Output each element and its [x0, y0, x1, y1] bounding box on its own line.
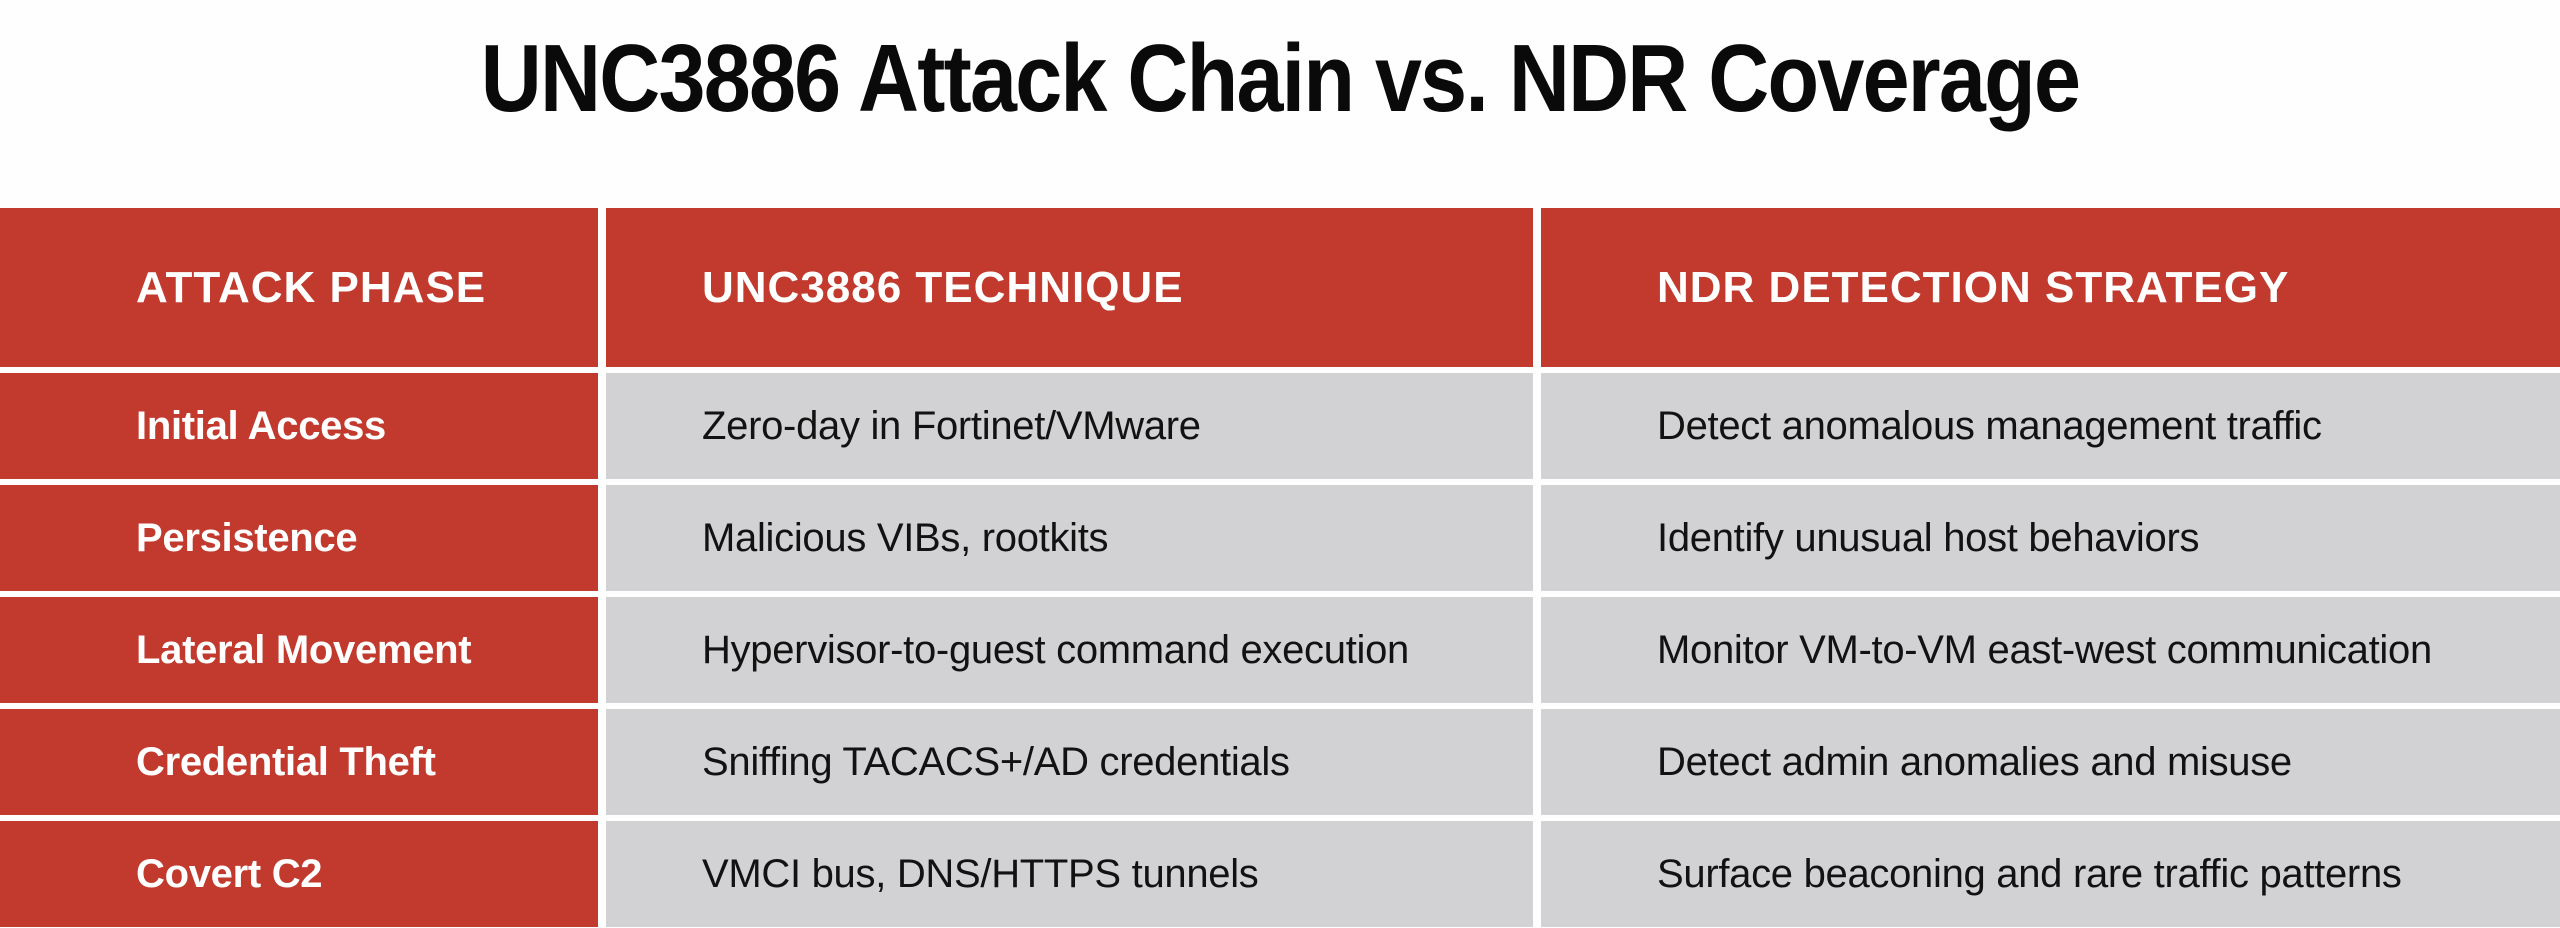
- row-credential-theft-phase-cell: Credential Theft: [0, 709, 598, 815]
- row-covert-c2-phase-cell: Covert C2: [0, 821, 598, 927]
- page-title: UNC3886 Attack Chain vs. NDR Coverage: [480, 25, 2081, 132]
- row-lateral-movement-detection-cell: Monitor VM-to-VM east-west communication: [1541, 597, 2560, 703]
- column-header-ndr-detection-strategy: NDR DETECTION STRATEGY: [1541, 208, 2560, 367]
- row-credential-theft-detection-cell: Detect admin anomalies and misuse: [1541, 709, 2560, 815]
- row-persistence-phase-cell: Persistence: [0, 485, 598, 591]
- row-covert-c2-technique-cell: VMCI bus, DNS/HTTPS tunnels: [606, 821, 1533, 927]
- row-lateral-movement-technique-cell: Hypervisor-to-guest command execution: [606, 597, 1533, 703]
- row-initial-access-technique-cell: Zero-day in Fortinet/VMware: [606, 373, 1533, 479]
- row-persistence-technique-cell: Malicious VIBs, rootkits: [606, 485, 1533, 591]
- row-initial-access-phase-cell: Initial Access: [0, 373, 598, 479]
- column-header-unc3886-technique: UNC3886 TECHNIQUE: [606, 208, 1533, 367]
- row-covert-c2-detection-cell: Surface beaconing and rare traffic patte…: [1541, 821, 2560, 927]
- row-credential-theft-technique-cell: Sniffing TACACS+/AD credentials: [606, 709, 1533, 815]
- row-lateral-movement-phase-cell: Lateral Movement: [0, 597, 598, 703]
- attack-chain-table: ATTACK PHASE UNC3886 TECHNIQUE NDR DETEC…: [0, 208, 2560, 927]
- column-header-attack-phase: ATTACK PHASE: [0, 208, 598, 367]
- row-initial-access-detection-cell: Detect anomalous management traffic: [1541, 373, 2560, 479]
- row-persistence-detection-cell: Identify unusual host behaviors: [1541, 485, 2560, 591]
